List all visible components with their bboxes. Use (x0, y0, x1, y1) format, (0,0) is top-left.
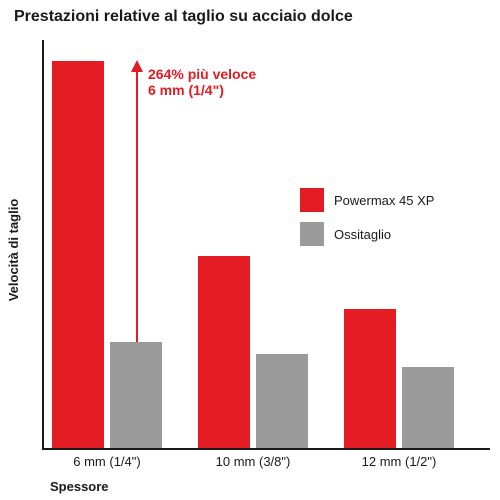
x-axis-label: Spessore (50, 479, 109, 494)
legend: Powermax 45 XP Ossitaglio (300, 188, 434, 256)
callout-line2: 6 mm (1/4") (148, 82, 256, 98)
arrow-head-icon (131, 60, 143, 72)
chart-container: Prestazioni relative al taglio su acciai… (0, 0, 500, 500)
category-label: 12 mm (1/2") (329, 454, 469, 469)
legend-label: Powermax 45 XP (334, 193, 434, 208)
reference-dash (52, 342, 104, 345)
legend-swatch (300, 188, 324, 212)
arrow-line (136, 70, 138, 341)
legend-label: Ossitaglio (334, 227, 391, 242)
legend-row: Ossitaglio (300, 222, 434, 246)
callout-line1: 264% più veloce (148, 66, 256, 82)
y-axis-label: Velocità di taglio (6, 199, 21, 302)
category-label: 10 mm (3/8") (183, 454, 323, 469)
speed-callout: 264% più veloce 6 mm (1/4") (148, 66, 256, 98)
legend-row: Powermax 45 XP (300, 188, 434, 212)
legend-swatch (300, 222, 324, 246)
chart-title: Prestazioni relative al taglio su acciai… (14, 8, 353, 26)
category-label: 6 mm (1/4") (37, 454, 177, 469)
